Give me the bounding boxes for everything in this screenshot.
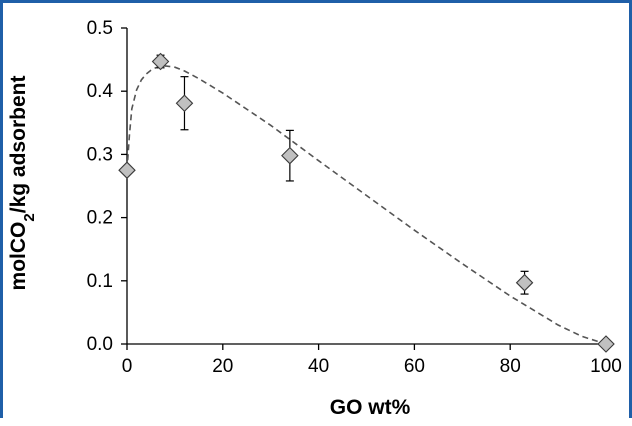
data-point-diamond: [175, 94, 194, 112]
data-point-diamond: [281, 146, 299, 165]
x-axis-title: GO wt%: [330, 396, 411, 419]
y-tick-label: 0.1: [87, 271, 113, 292]
x-axis-ticks: 0 20 40 60 80 100: [122, 344, 622, 377]
data-point-diamond: [515, 273, 534, 292]
x-tick-label: 40: [308, 356, 329, 377]
y-axis-title: molCO2/kg adsorbent: [7, 76, 38, 291]
y-tick-label: 0.5: [87, 18, 113, 39]
y-tick-label: 0.0: [87, 334, 113, 355]
y-axis-ticks: 0.0 0.1 0.2 0.3 0.4 0.5: [87, 18, 127, 355]
y-axis-title-suffix: /kg adsorbent: [7, 76, 30, 214]
y-axis-title-main: molCO: [7, 222, 30, 291]
y-tick-label: 0.2: [87, 208, 113, 229]
data-point-diamond: [151, 52, 170, 71]
fit-curve-layer: [126, 65, 607, 345]
fit-curve: [126, 65, 607, 345]
y-tick-label: 0.3: [87, 144, 113, 165]
data-point-diamond: [118, 161, 136, 179]
data-points-layer: [118, 52, 615, 353]
data-point-diamond: [597, 335, 615, 353]
axes: [126, 28, 606, 345]
x-tick-label: 100: [590, 356, 622, 377]
x-tick-label: 20: [212, 356, 233, 377]
scatter-chart: 0.0 0.1 0.2 0.3 0.4 0.5 0 20 40 60 80 100 GO wt% m…: [7, 18, 622, 419]
x-tick-label: 60: [404, 356, 425, 377]
y-tick-label: 0.4: [87, 81, 114, 102]
x-tick-label: 0: [122, 356, 133, 377]
y-axis-title-subscript: 2: [21, 213, 38, 221]
x-tick-label: 80: [500, 356, 521, 377]
